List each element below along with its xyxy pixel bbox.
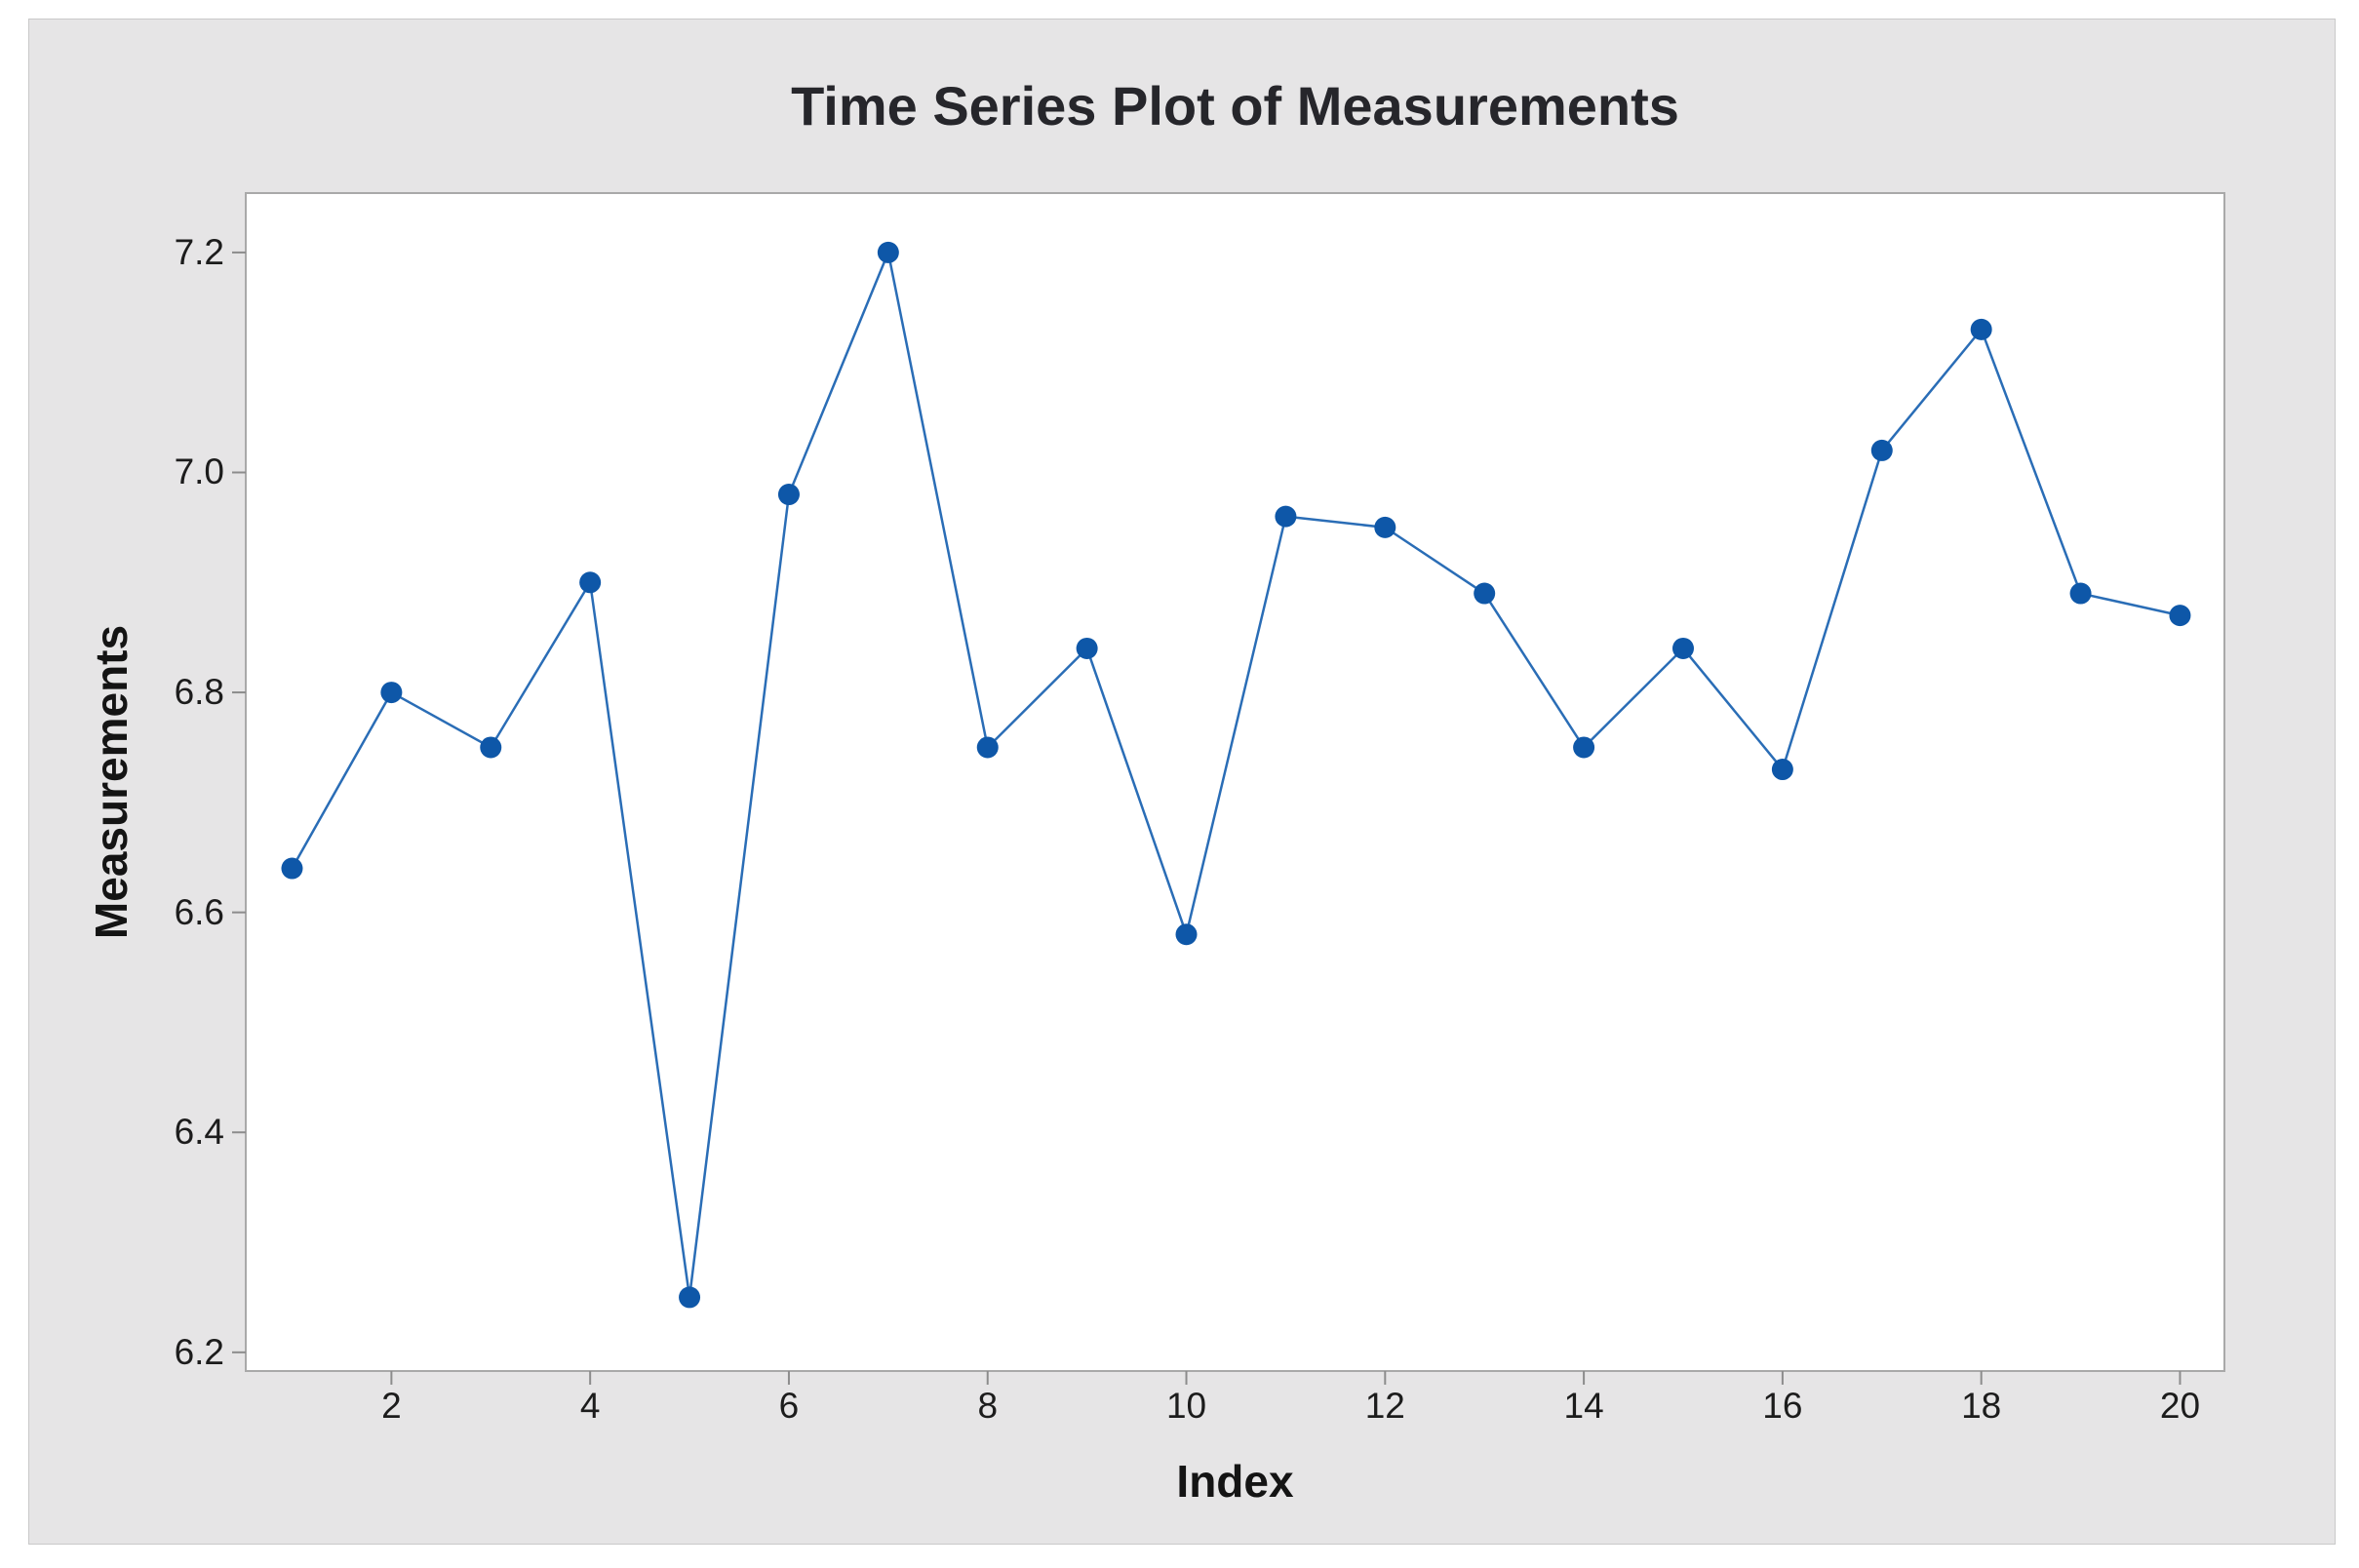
x-tick-label: 20: [2159, 1386, 2201, 1426]
x-tick-label: 8: [977, 1386, 999, 1426]
data-point-19[interactable]: [2069, 582, 2092, 605]
y-tick-label: 7.0: [174, 451, 224, 492]
data-point-12[interactable]: [1374, 516, 1396, 538]
plot-frame: [245, 192, 2225, 1372]
series-line: [291, 251, 2182, 1299]
data-point-9[interactable]: [1076, 637, 1098, 659]
data-point-20[interactable]: [2169, 605, 2191, 627]
data-point-4[interactable]: [579, 571, 602, 594]
x-axis-title: Index: [1176, 1456, 1294, 1507]
data-point-7[interactable]: [877, 241, 899, 263]
y-tick-label: 6.8: [174, 672, 224, 713]
y-tick-label: 6.4: [174, 1112, 224, 1153]
data-point-17[interactable]: [1870, 439, 1893, 461]
x-tick-label: 2: [381, 1386, 402, 1426]
data-point-5[interactable]: [679, 1286, 701, 1309]
data-point-3[interactable]: [480, 736, 502, 759]
x-tick-label: 18: [1961, 1386, 2002, 1426]
data-point-14[interactable]: [1573, 736, 1595, 759]
data-point-15[interactable]: [1671, 637, 1694, 659]
y-tick-label: 6.2: [174, 1331, 224, 1372]
data-point-18[interactable]: [1970, 318, 1992, 340]
data-point-1[interactable]: [281, 857, 303, 880]
y-tick-label: 6.6: [174, 891, 224, 932]
data-point-6[interactable]: [777, 484, 800, 506]
data-point-2[interactable]: [380, 682, 403, 704]
x-tick-label: 10: [1165, 1386, 1207, 1426]
x-tick-label: 4: [579, 1386, 601, 1426]
x-tick-label: 16: [1762, 1386, 1803, 1426]
data-point-16[interactable]: [1771, 759, 1793, 781]
data-point-11[interactable]: [1275, 505, 1297, 528]
x-tick-label: 6: [778, 1386, 800, 1426]
x-tick-label: 12: [1364, 1386, 1405, 1426]
x-tick-label: 14: [1563, 1386, 1604, 1426]
chart-title: Time Series Plot of Measurements: [791, 75, 1679, 137]
data-point-10[interactable]: [1175, 923, 1198, 946]
data-point-13[interactable]: [1474, 582, 1496, 605]
data-point-8[interactable]: [976, 736, 999, 759]
y-tick-label: 7.2: [174, 231, 224, 272]
